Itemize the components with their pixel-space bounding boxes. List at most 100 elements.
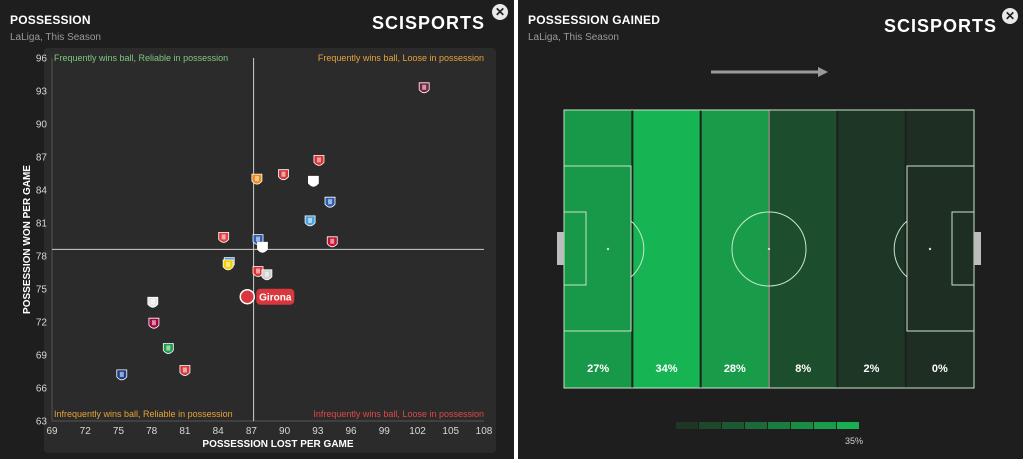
team-badge-detail: [260, 244, 265, 250]
possession-gained-panel: POSSESSION GAINED LaLiga, This Season SC…: [518, 0, 1023, 459]
zone-value-label: 8%: [795, 363, 811, 375]
y-tick-label: 66: [36, 384, 48, 395]
zone-value-label: 28%: [724, 363, 746, 375]
heatmap-zone: [632, 110, 701, 388]
team-badge-point: [304, 215, 316, 227]
quadrant-label-top-right: Frequently wins ball, Loose in possessio…: [318, 53, 484, 63]
highlight-label-badge: [256, 288, 295, 305]
y-tick-label: 93: [36, 87, 48, 98]
legend-swatch: [699, 422, 721, 429]
quadrant-label-top-left: Frequently wins ball, Reliable in posses…: [54, 53, 228, 63]
heatmap-zone: [905, 110, 974, 388]
zone-value-label: 0%: [932, 363, 948, 375]
team-badge-detail: [151, 320, 156, 326]
team-badge-detail: [226, 261, 231, 267]
team-badge-point: [251, 173, 263, 185]
y-tick-label: 72: [36, 318, 48, 329]
team-badge-point: [261, 269, 273, 281]
y-axis-label: POSSESSION WON PER GAME: [22, 165, 33, 314]
close-icon[interactable]: ✕: [1002, 8, 1018, 24]
center-circle: [731, 211, 807, 287]
team-badge-point: [148, 317, 160, 329]
x-tick-label: 72: [80, 426, 92, 437]
left-penalty-arc: [630, 220, 645, 278]
team-badge-point: [418, 82, 430, 94]
x-tick-label: 90: [279, 426, 291, 437]
team-badge-point: [313, 155, 325, 166]
team-badge-point: [222, 259, 234, 271]
x-tick-label: 99: [379, 426, 391, 437]
right-goal: [974, 232, 981, 265]
data-point-highlight: [239, 288, 256, 305]
scisports-logo: SCISPORTS: [884, 16, 998, 36]
legend-swatch: [676, 422, 698, 429]
legend-swatch: [814, 422, 836, 429]
y-tick-label: 90: [36, 120, 48, 131]
zone-value-label: 34%: [655, 363, 677, 375]
legend-swatch: [768, 422, 790, 429]
zone-value-label: 2%: [864, 363, 880, 375]
x-axis-label: POSSESSION LOST PER GAME: [202, 439, 353, 450]
y-tick-label: 63: [36, 417, 48, 428]
team-badge-point: [179, 365, 191, 376]
panel-title: POSSESSION GAINED: [528, 13, 661, 27]
right-penalty-spot: [928, 247, 932, 251]
heatmap-zone: [564, 110, 633, 388]
team-badge-point: [162, 343, 174, 354]
team-badge-point: [326, 236, 338, 248]
legend-swatch: [791, 422, 813, 429]
scatter-chart: 69 72 75 78 81 84 87 90 93 96 99 102 105 108 63 66 69 72 7…: [22, 53, 493, 450]
quadrant-label-bottom-right: Infrequently wins ball, Loose in possess…: [313, 409, 484, 419]
team-badge-point: [278, 169, 289, 181]
x-tick-label: 75: [113, 426, 125, 437]
y-tick-label: 84: [36, 186, 48, 197]
team-badge-point: [147, 296, 159, 308]
team-badge-detail: [182, 367, 187, 373]
team-badge-point: [308, 175, 319, 187]
team-badge-point: [218, 232, 230, 243]
close-icon[interactable]: ✕: [492, 4, 508, 20]
y-tick-label: 78: [36, 252, 48, 263]
x-tick-label: 87: [246, 426, 258, 437]
team-badge-detail: [281, 171, 286, 177]
x-tick-label: 81: [179, 426, 191, 437]
heatmap-zone: [700, 110, 769, 388]
scatter-plot-area: [44, 48, 496, 453]
heatmap-zone: [769, 110, 838, 388]
y-tick-label: 69: [36, 351, 48, 362]
direction-arrow-head: [818, 67, 828, 77]
team-badge-point: [324, 196, 336, 208]
panel-subtitle: LaLiga, This Season: [10, 32, 101, 43]
x-tick-label: 84: [213, 426, 225, 437]
team-badge-detail: [256, 268, 261, 274]
team-badge-detail: [308, 217, 313, 223]
panel-title: POSSESSION: [10, 13, 91, 27]
scisports-logo: SCISPORTS: [372, 13, 486, 33]
right-penalty-arc: [893, 220, 908, 278]
x-tick-label: 93: [312, 426, 324, 437]
x-tick-label: 108: [476, 426, 493, 437]
x-tick-label: 96: [346, 426, 358, 437]
legend-swatch: [722, 422, 744, 429]
legend-swatch: [837, 422, 859, 429]
x-tick-label: 102: [409, 426, 426, 437]
y-tick-label: 75: [36, 285, 48, 296]
team-badge-detail: [422, 84, 427, 90]
pitch-heatmap: 27% 34% 28% 8% 2% 0% 35%: [557, 67, 981, 446]
center-spot: [767, 247, 771, 251]
legend-swatch: [745, 422, 767, 429]
x-tick-label: 78: [146, 426, 158, 437]
heatmap-zone: [837, 110, 906, 388]
zone-value-label: 27%: [587, 363, 609, 375]
left-penalty-spot: [606, 247, 610, 251]
team-badge-point: [116, 369, 128, 381]
team-badge-detail: [330, 238, 335, 244]
x-tick-label: 105: [442, 426, 459, 437]
team-badge-detail: [166, 345, 171, 351]
team-badge-detail: [221, 234, 226, 240]
highlight-label: Girona: [259, 293, 292, 304]
legend-max-label: 35%: [845, 436, 863, 446]
y-tick-label: 96: [36, 54, 48, 65]
team-badge-detail: [311, 178, 316, 184]
quadrant-label-bottom-left: Infrequently wins ball, Reliable in poss…: [54, 409, 233, 419]
